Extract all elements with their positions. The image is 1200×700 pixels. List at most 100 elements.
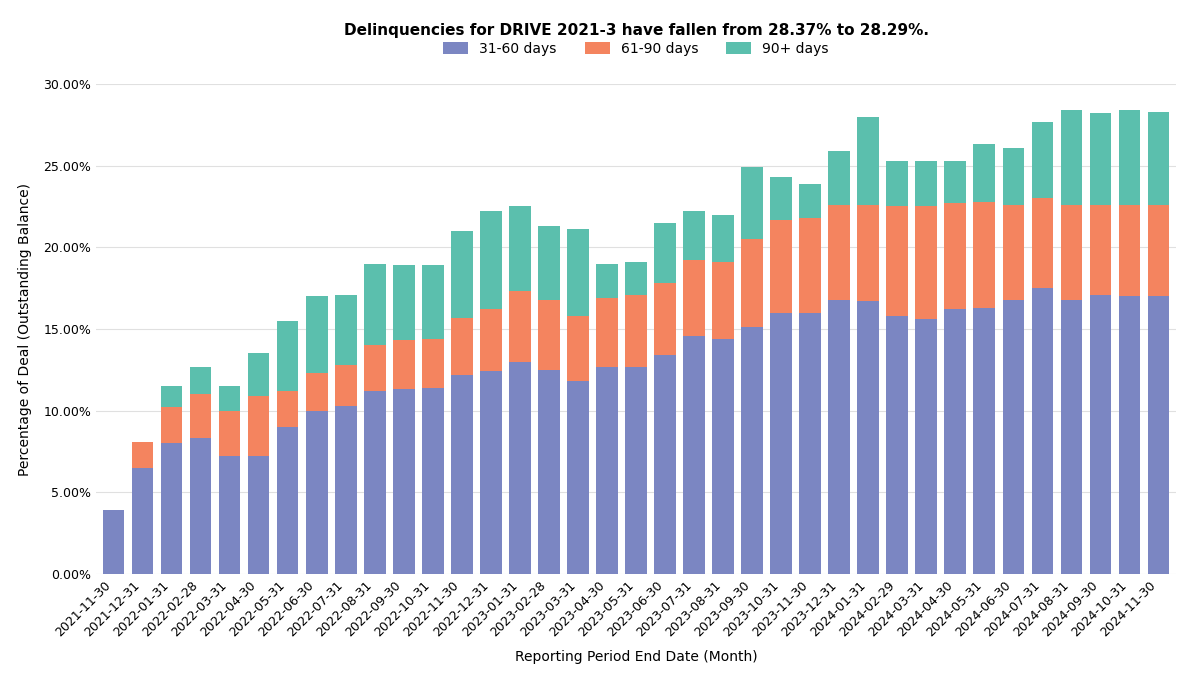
Bar — [568, 230, 589, 316]
Bar — [1061, 110, 1082, 205]
Bar — [190, 367, 211, 394]
Bar — [1147, 296, 1170, 574]
Bar — [1090, 295, 1111, 574]
Bar — [1090, 205, 1111, 295]
Bar — [828, 151, 850, 205]
Bar — [509, 291, 530, 362]
Bar — [770, 177, 792, 220]
Bar — [799, 313, 821, 574]
Bar — [218, 411, 240, 456]
Bar — [306, 296, 328, 373]
Bar — [132, 468, 154, 574]
Bar — [132, 442, 154, 468]
Bar — [973, 202, 995, 308]
Bar — [335, 365, 356, 406]
Bar — [683, 335, 704, 574]
Bar — [218, 456, 240, 574]
Bar — [596, 298, 618, 367]
Title: Delinquencies for DRIVE 2021-3 have fallen from 28.37% to 28.29%.: Delinquencies for DRIVE 2021-3 have fall… — [343, 23, 929, 38]
Bar — [654, 223, 676, 284]
Bar — [625, 295, 647, 367]
Bar — [1032, 288, 1054, 574]
Bar — [857, 117, 880, 205]
Legend: 31-60 days, 61-90 days, 90+ days: 31-60 days, 61-90 days, 90+ days — [443, 42, 829, 56]
Bar — [364, 345, 385, 391]
Bar — [1002, 300, 1025, 574]
Y-axis label: Percentage of Deal (Outstanding Balance): Percentage of Deal (Outstanding Balance) — [18, 183, 32, 475]
Bar — [1032, 198, 1054, 288]
Bar — [422, 339, 444, 388]
Bar — [392, 265, 415, 340]
Bar — [1002, 148, 1025, 205]
Bar — [742, 167, 763, 239]
Bar — [916, 206, 937, 319]
Bar — [161, 407, 182, 443]
Bar — [538, 300, 559, 370]
Bar — [335, 295, 356, 365]
Bar — [596, 367, 618, 574]
Bar — [944, 161, 966, 203]
Bar — [480, 372, 502, 574]
Bar — [306, 411, 328, 574]
Bar — [799, 183, 821, 218]
Bar — [480, 211, 502, 309]
Bar — [654, 355, 676, 574]
Bar — [596, 264, 618, 298]
Bar — [713, 215, 734, 262]
Bar — [713, 339, 734, 574]
Bar — [190, 394, 211, 438]
Bar — [916, 161, 937, 206]
Bar — [1061, 300, 1082, 574]
Bar — [538, 226, 559, 300]
Bar — [770, 220, 792, 313]
Bar — [625, 367, 647, 574]
Bar — [742, 239, 763, 328]
Bar — [887, 161, 908, 206]
Bar — [857, 301, 880, 574]
Bar — [509, 206, 530, 291]
Bar — [161, 443, 182, 574]
Bar — [828, 300, 850, 574]
Bar — [247, 396, 270, 456]
Bar — [451, 231, 473, 318]
Bar — [1118, 110, 1140, 205]
Bar — [335, 406, 356, 574]
Bar — [654, 284, 676, 355]
Bar — [944, 309, 966, 574]
Bar — [247, 456, 270, 574]
Bar — [683, 211, 704, 260]
Bar — [1118, 296, 1140, 574]
Bar — [102, 510, 125, 574]
Bar — [277, 391, 299, 427]
Bar — [451, 374, 473, 574]
Bar — [1147, 205, 1170, 296]
Bar — [1118, 205, 1140, 296]
Bar — [392, 340, 415, 389]
Bar — [422, 265, 444, 339]
Bar — [770, 313, 792, 574]
Bar — [509, 362, 530, 574]
Bar — [422, 388, 444, 574]
Bar — [480, 309, 502, 372]
Bar — [1147, 112, 1170, 205]
Bar — [538, 370, 559, 574]
Bar — [568, 316, 589, 382]
Bar — [451, 318, 473, 374]
Bar — [277, 321, 299, 391]
Bar — [683, 260, 704, 335]
Bar — [1002, 205, 1025, 300]
Bar — [218, 386, 240, 411]
Bar — [944, 203, 966, 309]
Bar — [1061, 205, 1082, 300]
Bar — [190, 438, 211, 574]
Bar — [247, 354, 270, 396]
Bar — [973, 144, 995, 202]
Bar — [857, 205, 880, 301]
Bar — [799, 218, 821, 313]
Bar — [713, 262, 734, 339]
Bar — [392, 389, 415, 574]
Bar — [742, 328, 763, 574]
Bar — [364, 391, 385, 574]
Bar — [306, 373, 328, 411]
Bar — [277, 427, 299, 574]
